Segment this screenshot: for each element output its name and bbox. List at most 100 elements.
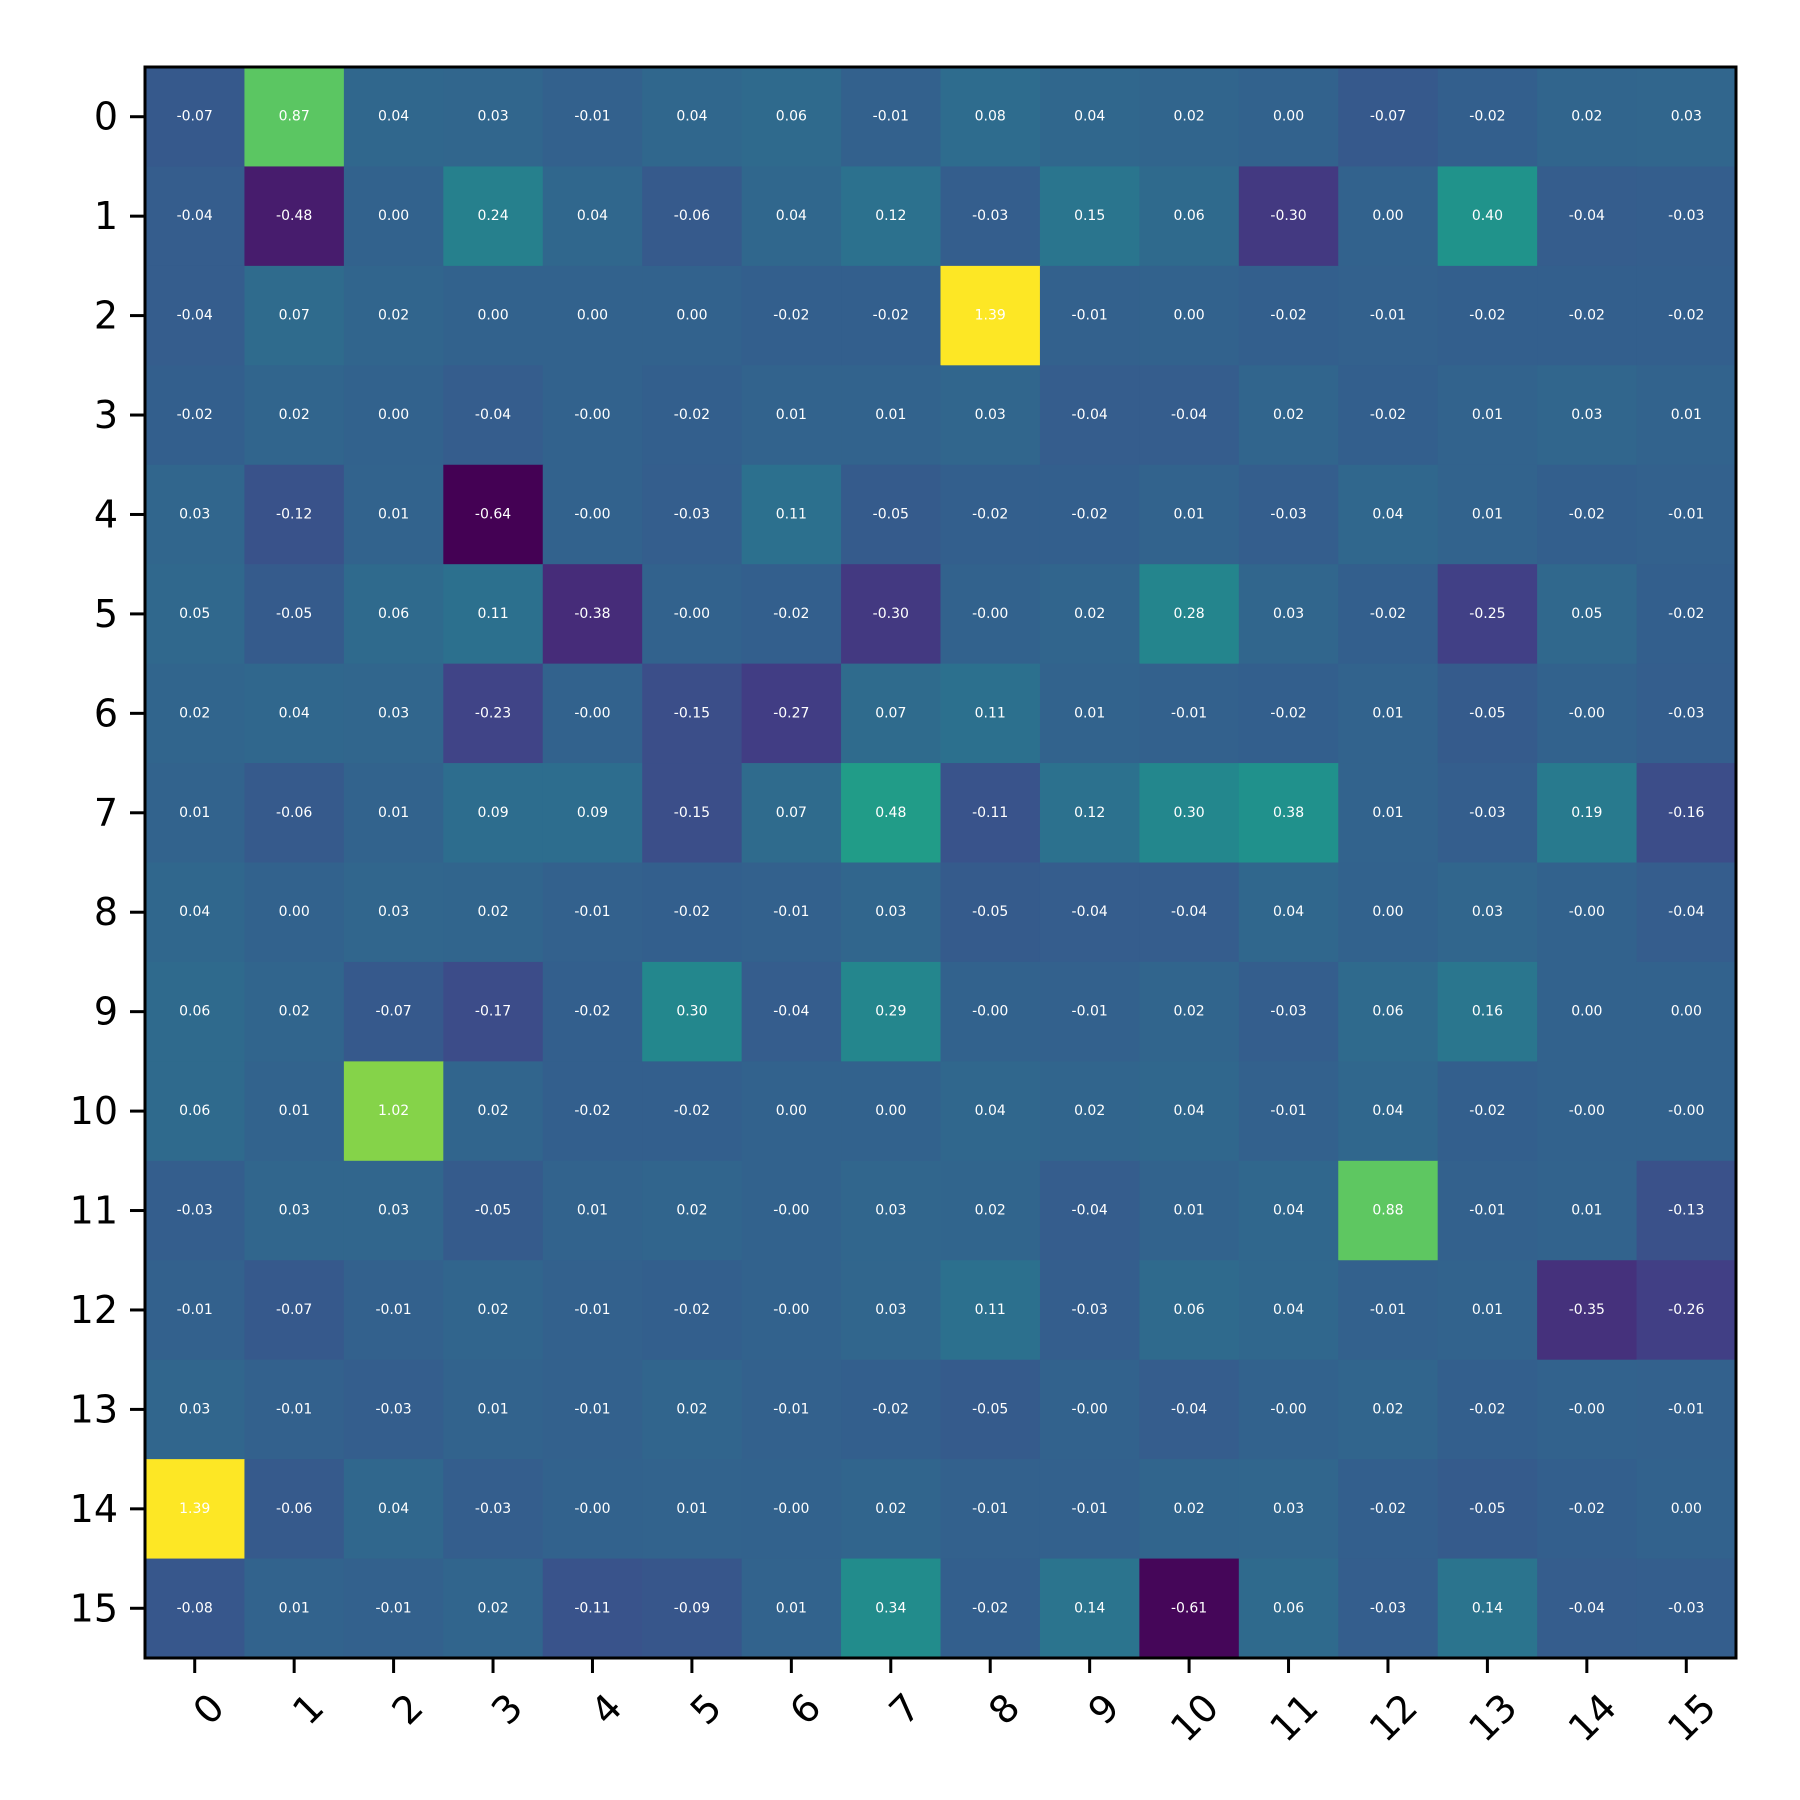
heatmap-cell	[145, 1260, 246, 1361]
heatmap-cell	[1238, 1558, 1339, 1659]
heatmap-cell	[542, 1459, 643, 1560]
cell-value-label: -0.48	[276, 208, 312, 224]
heatmap-cell	[343, 862, 444, 963]
heatmap-cell	[1437, 365, 1538, 466]
cell-value-label: -0.00	[972, 606, 1008, 622]
cell-value-label: -0.02	[674, 1103, 710, 1119]
cell-value-label: -0.02	[574, 1004, 610, 1020]
cell-value-label: -0.30	[1270, 208, 1306, 224]
cell-value-label: 0.04	[975, 1103, 1006, 1119]
cell-value-label: -0.16	[1668, 805, 1704, 821]
cell-value-label: -0.03	[177, 1203, 213, 1219]
heatmap-cell	[1139, 67, 1240, 168]
cell-value-label: -0.02	[1370, 407, 1406, 423]
heatmap-cell	[1039, 763, 1140, 864]
heatmap-cell	[841, 961, 942, 1062]
cell-value-label: -0.04	[177, 308, 213, 324]
cell-value-label: 0.02	[378, 308, 409, 324]
heatmap-cell	[1338, 1459, 1439, 1560]
y-tick-label: 5	[94, 592, 118, 636]
heatmap-cell	[1636, 862, 1737, 963]
cell-value-label: 0.15	[1074, 208, 1105, 224]
cell-value-label: -0.09	[674, 1600, 710, 1616]
cell-value-label: -0.02	[574, 1103, 610, 1119]
cell-value-label: 0.06	[179, 1103, 210, 1119]
y-tick-label: 4	[94, 492, 118, 536]
cell-value-label: 0.02	[477, 904, 508, 920]
cell-value-label: -0.04	[1072, 904, 1108, 920]
heatmap-cell	[343, 166, 444, 267]
heatmap-cell	[343, 663, 444, 764]
heatmap-cell	[841, 663, 942, 764]
cell-value-label: -0.01	[375, 1600, 411, 1616]
heatmap-cell	[1537, 862, 1638, 963]
cell-value-label: 0.02	[279, 1004, 310, 1020]
x-tick-label: 1	[284, 1685, 332, 1733]
x-tick-label: 8	[980, 1685, 1028, 1733]
cell-value-label: -0.02	[773, 308, 809, 324]
cell-value-label: 0.02	[1074, 1103, 1105, 1119]
cell-value-label: -0.61	[1171, 1600, 1207, 1616]
heatmap-cell	[443, 464, 544, 565]
heatmap-cell	[1537, 1558, 1638, 1659]
cell-value-label: 0.03	[875, 1302, 906, 1318]
heatmap-cell	[940, 663, 1041, 764]
heatmap-cell	[244, 1459, 345, 1560]
heatmap-cell	[1238, 1459, 1339, 1560]
heatmap-cell	[1338, 961, 1439, 1062]
cell-value-label: -0.11	[972, 805, 1008, 821]
heatmap-cell	[1437, 1359, 1538, 1460]
cell-value-label: 0.03	[279, 1203, 310, 1219]
heatmap-cell	[1636, 1459, 1737, 1560]
y-tick-label: 7	[94, 791, 118, 835]
cell-value-label: 0.06	[378, 606, 409, 622]
heatmap-cell	[145, 564, 246, 665]
heatmap-cell	[542, 763, 643, 864]
heatmap-cell	[1039, 464, 1140, 565]
heatmap-cell	[145, 663, 246, 764]
cell-value-label: -0.03	[1668, 1600, 1704, 1616]
cell-value-label: 0.02	[875, 1501, 906, 1517]
cell-value-label: -0.01	[1072, 1004, 1108, 1020]
heatmap-cell	[1338, 365, 1439, 466]
heatmap-cell	[940, 763, 1041, 864]
cell-value-label: -0.03	[1469, 805, 1505, 821]
heatmap-cell	[741, 763, 842, 864]
cell-value-label: -0.27	[773, 705, 809, 721]
cell-value-label: 0.03	[875, 904, 906, 920]
heatmap-cell	[1139, 1061, 1240, 1162]
heatmap-cell	[1437, 1459, 1538, 1560]
cell-value-label: -0.00	[574, 1501, 610, 1517]
heatmap-cell	[1537, 365, 1638, 466]
cell-value-label: -0.04	[1072, 1203, 1108, 1219]
cell-value-label: 0.11	[776, 506, 807, 522]
cell-value-label: -0.04	[177, 208, 213, 224]
cell-value-label: 0.01	[577, 1203, 608, 1219]
cell-value-label: 0.29	[875, 1004, 906, 1020]
heatmap-cell	[343, 961, 444, 1062]
heatmap-cell	[1636, 1061, 1737, 1162]
cell-value-label: -0.04	[475, 407, 511, 423]
cell-value-label: 0.02	[1372, 1401, 1403, 1417]
cell-value-label: -0.05	[1469, 705, 1505, 721]
cell-value-label: 0.00	[279, 904, 310, 920]
heatmap-cell	[1039, 265, 1140, 366]
heatmap-cell	[642, 1061, 743, 1162]
cell-value-label: 0.01	[875, 407, 906, 423]
y-tick-label: 13	[70, 1387, 118, 1431]
cell-value-label: -0.06	[276, 805, 312, 821]
cell-value-label: 0.02	[1273, 407, 1304, 423]
heatmap-cell	[1338, 67, 1439, 168]
cell-value-label: -0.00	[972, 1004, 1008, 1020]
cell-value-label: -0.01	[972, 1501, 1008, 1517]
cell-value-label: 0.00	[477, 308, 508, 324]
cell-value-label: 0.28	[1174, 606, 1205, 622]
cell-value-label: 0.03	[1472, 904, 1503, 920]
cell-value-label: 0.02	[676, 1401, 707, 1417]
heatmap-cell	[741, 265, 842, 366]
heatmap-cell	[741, 1459, 842, 1560]
cell-value-label: -0.04	[1171, 407, 1207, 423]
heatmap-cell	[443, 564, 544, 665]
cell-value-label: -0.07	[177, 109, 213, 125]
